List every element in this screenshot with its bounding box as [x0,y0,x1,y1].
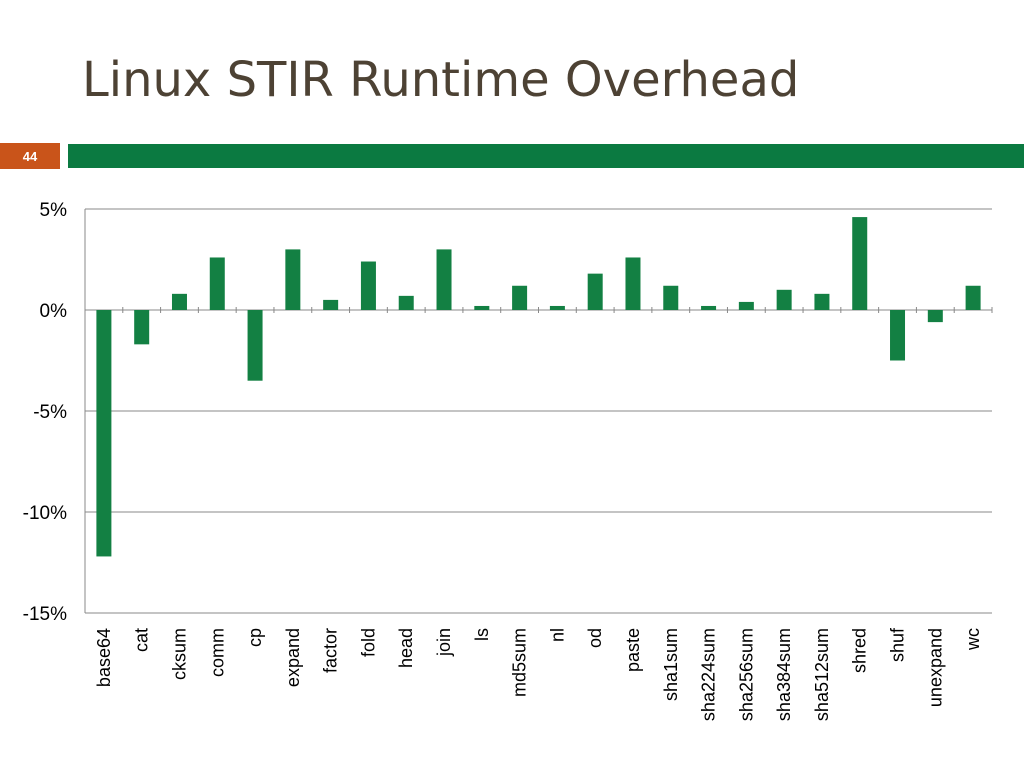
y-tick-label: 0% [40,301,68,322]
x-category-label: expand [283,628,303,687]
x-category-label: nl [547,628,567,642]
bar-od [587,273,603,310]
y-tick-label: -5% [33,402,67,423]
bar-sha1sum [663,285,679,310]
x-category-label: md5sum [510,628,530,697]
bar-sha512sum [814,293,830,310]
page-number: 44 [22,148,38,164]
bar-expand [285,249,301,310]
bar-series [96,217,981,557]
y-axis-tick-labels: 5% 0% -5% -10% -15% [23,200,67,625]
bar-sha384sum [776,289,792,310]
bar-head [398,295,414,310]
x-category-label: factor [321,628,341,673]
x-category-label: sha224sum [699,628,719,721]
x-category-label: base64 [94,628,114,687]
x-category-label: comm [207,628,227,677]
title-rule-bar [68,144,1024,168]
bar-nl [549,305,565,310]
x-category-label: cp [245,628,265,647]
x-category-label: od [585,628,605,648]
x-axis-category-labels: base64 cat cksum comm cp expand factor fold head… [94,627,983,721]
y-tick-label: -10% [23,503,67,524]
y-tick-label: 5% [40,200,68,221]
bar-paste [625,257,641,310]
bar-sha256sum [738,301,754,310]
x-category-label: wc [963,628,983,651]
axis-layer [84,209,993,613]
x-category-label: fold [358,628,378,657]
x-category-label: shuf [888,627,908,662]
bar-cp [247,310,263,381]
bar-ls [474,305,490,310]
x-category-label: sha256sum [736,628,756,721]
bar-join [436,249,452,310]
bar-comm [209,257,225,310]
x-category-label: join [434,628,454,657]
bar-shred [852,217,868,310]
bar-cksum [171,293,187,310]
bar-factor [323,299,339,310]
bar-wc [965,285,981,310]
bar-cat [134,310,150,345]
x-category-label: unexpand [925,628,945,707]
x-category-label: sha384sum [774,628,794,721]
x-category-label: shred [850,628,870,673]
bar-sha224sum [701,305,717,310]
x-category-label: sha1sum [661,628,681,701]
slide-title: Linux STIR Runtime Overhead [82,52,800,108]
bar-fold [360,261,376,310]
x-category-label: head [396,628,416,668]
x-category-label: ls [472,628,492,641]
bar-shuf [890,310,906,361]
x-category-label: cksum [169,628,189,680]
y-tick-label: -15% [23,604,67,625]
bar-chart: 5% 0% -5% -10% -15% base64 cat cksum comm cp expa… [23,200,993,721]
bar-base64 [96,310,112,557]
x-category-label: cat [132,628,152,652]
x-category-label: sha512sum [812,628,832,721]
x-category-label: paste [623,628,643,672]
page-number-badge: 44 [0,143,60,169]
bar-unexpand [927,310,943,323]
bar-md5sum [512,285,528,310]
